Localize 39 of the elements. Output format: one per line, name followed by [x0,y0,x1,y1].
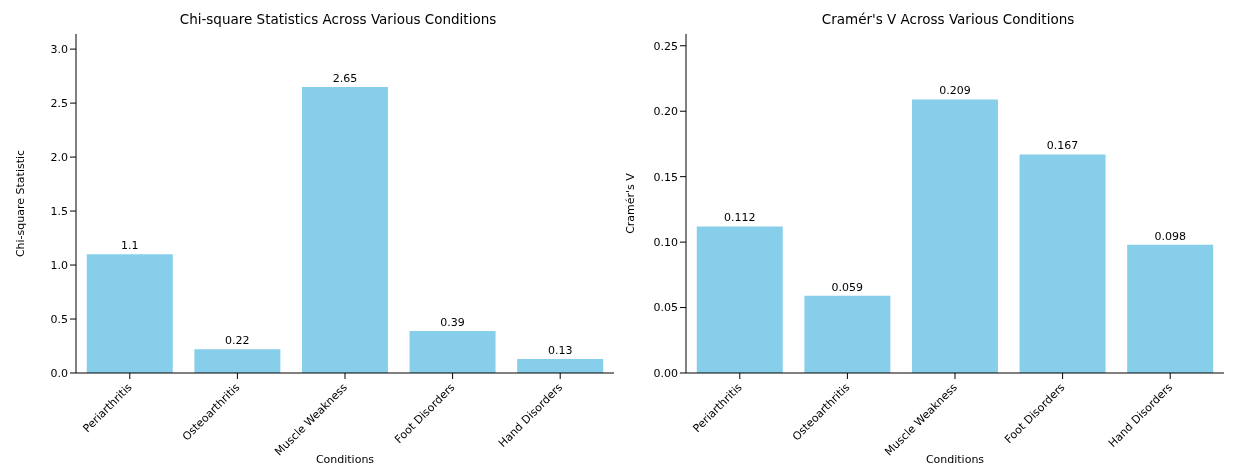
y-tick-label: 0.00 [653,366,678,380]
y-tick-label: 0.10 [653,236,678,250]
y-axis-title: Chi-square Statistic [13,149,27,258]
bar [911,99,998,373]
data-label: 0.22 [225,334,250,348]
bar [1127,244,1214,373]
data-label: 0.167 [1046,139,1079,153]
bar [194,349,281,373]
data-label: 0.098 [1154,229,1186,243]
y-tick-label: 2.5 [50,97,68,110]
y-axis-title: Cramér's V [623,172,637,234]
y-tick-label: 2.0 [50,150,68,164]
data-label: 0.13 [547,343,573,357]
y-tick-label: 0.5 [50,312,68,326]
bar [86,254,173,373]
x-axis-title: Conditions [315,453,375,466]
data-label: 0.112 [724,211,756,225]
bar [409,330,496,373]
data-label: 1.1 [121,239,139,253]
y-tick-label: 0.0 [50,366,68,380]
y-tick-label: 1.5 [50,204,68,218]
y-tick-label: 3.0 [50,43,68,57]
data-label: 2.65 [332,71,358,85]
y-tick-label: 1.0 [50,258,68,272]
chart-title: Cramér's V Across Various Conditions [820,10,1076,29]
x-axis-title: Conditions [925,453,985,466]
y-tick-label: 0.05 [653,301,678,315]
data-label: 0.39 [440,315,465,329]
bar [696,226,783,373]
y-tick-label: 0.20 [653,105,678,119]
bar [301,86,388,373]
bar [804,295,891,373]
data-label: 0.059 [831,280,864,294]
y-tick-label: 0.15 [653,170,678,184]
data-label: 0.209 [939,84,971,98]
bar [1019,154,1106,373]
bar [517,358,604,373]
y-tick-label: 0.25 [653,39,678,53]
chart-title: Chi-square Statistics Across Various Conditions [178,10,498,29]
